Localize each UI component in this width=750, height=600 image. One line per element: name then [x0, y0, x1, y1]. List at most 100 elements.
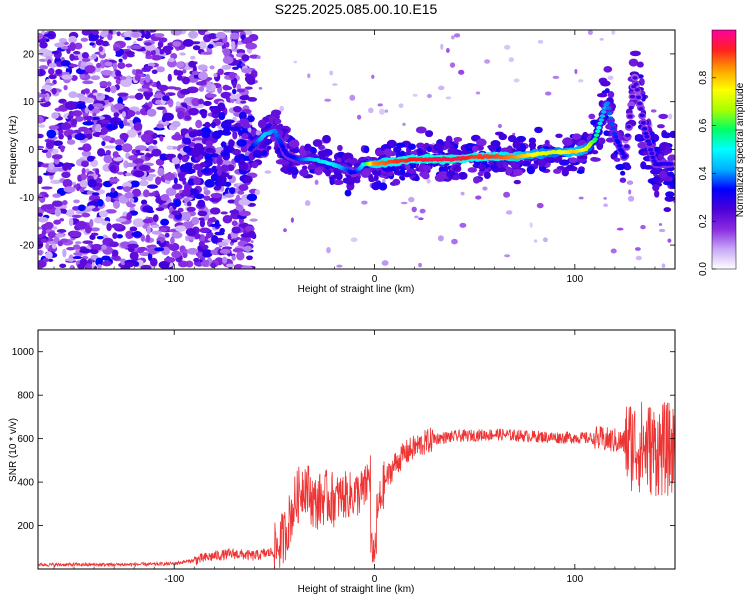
spectrogram-point — [52, 193, 61, 197]
spectrogram-point — [162, 116, 166, 123]
spectrogram-point — [187, 248, 198, 255]
spectrogram-point — [496, 147, 501, 152]
spectrogram-point — [115, 139, 125, 145]
spectrogram-x-axis-label: Height of straight line (km) — [298, 284, 415, 295]
colorbar-tick-label: 0.0 — [698, 262, 709, 276]
spectrogram-point — [590, 157, 598, 161]
spectrogram-point — [190, 56, 196, 60]
spectrogram-point — [55, 69, 62, 75]
spectrogram-point — [610, 122, 615, 126]
spectrogram-point — [210, 262, 216, 268]
spectrogram-point — [636, 256, 642, 261]
spectrogram-point — [80, 180, 89, 188]
spectrogram-point — [239, 211, 251, 217]
spectrogram-point — [537, 159, 546, 167]
spectrogram-point — [69, 54, 74, 61]
spectrogram-point — [638, 107, 643, 111]
spectrogram-point — [201, 52, 213, 55]
spectrogram-point — [105, 196, 110, 202]
spectrogram-point — [241, 68, 252, 73]
spectrogram-point — [133, 170, 144, 177]
spectrogram-point — [81, 161, 89, 167]
spectrogram-point — [613, 135, 618, 139]
spectrogram-point — [41, 186, 53, 189]
spectrogram-point — [182, 155, 189, 162]
spectrogram-point — [96, 63, 101, 68]
spectrogram-point — [608, 116, 613, 120]
spectrogram-point — [59, 38, 67, 43]
spectrogram-point — [506, 167, 512, 175]
spectrogram-point — [220, 249, 231, 254]
snr-y-tick-label: 200 — [17, 521, 34, 532]
spectrogram-point — [98, 199, 104, 206]
spectrogram-point — [73, 51, 80, 55]
spectrogram-point — [82, 58, 91, 62]
spectrogram-point — [36, 116, 44, 124]
spectrogram-point — [216, 32, 227, 39]
spectrogram-point — [179, 177, 187, 182]
spectrogram-point — [574, 69, 577, 74]
spectrogram-point — [171, 134, 183, 140]
spectrogram-point — [51, 112, 59, 119]
spectrogram-point — [405, 164, 411, 169]
spectrogram-point — [603, 130, 609, 136]
spectrogram-point — [112, 250, 118, 257]
spectrogram-point — [534, 127, 543, 133]
spectrogram-point — [637, 62, 644, 68]
spectrogram-point — [61, 74, 72, 79]
spectrogram-point — [650, 156, 655, 160]
spectrogram-point — [162, 95, 170, 101]
spectrogram-point — [418, 217, 424, 220]
spectrogram-point — [636, 96, 641, 100]
spectrogram-point — [187, 207, 196, 212]
spectrogram-point — [166, 146, 173, 150]
spectrogram-point — [145, 55, 153, 59]
spectrogram-point — [599, 118, 604, 122]
spectrogram-point — [215, 42, 224, 46]
snr-plot: -100 0 1002004006008001000 Height of strai… — [8, 330, 675, 595]
spectrogram-point — [117, 62, 125, 69]
spectrogram-point — [48, 162, 54, 170]
spectrogram-point — [313, 139, 323, 147]
spectrogram-point — [131, 45, 142, 50]
spectrogram-point — [110, 117, 119, 125]
spectrogram-point — [543, 237, 548, 242]
spectrogram-point — [39, 94, 48, 98]
spectrogram-point — [187, 236, 195, 239]
spectrogram-point — [103, 155, 112, 164]
spectrogram-point — [130, 180, 139, 187]
spectrogram-point — [88, 179, 97, 188]
spectrogram-point — [274, 134, 279, 138]
spectrogram-point — [641, 121, 646, 125]
spectrogram-point — [579, 197, 584, 200]
spectrogram-point — [160, 51, 164, 54]
snr-y-axis-label: SNR (10 * v/v) — [8, 418, 19, 482]
spectrogram-point — [62, 249, 66, 258]
spectrogram-point — [39, 124, 46, 127]
spectrogram-point — [69, 42, 76, 51]
spectrogram-point — [201, 111, 207, 118]
spectrogram-point — [104, 62, 112, 66]
spectrogram-point — [241, 133, 248, 139]
spectrogram-point — [222, 65, 232, 70]
spectrogram-point — [134, 122, 143, 131]
spectrogram-point — [647, 142, 652, 146]
spectrogram-point — [184, 115, 191, 120]
spectrogram-point — [101, 245, 107, 250]
spectrogram-point — [139, 180, 148, 186]
spectrogram-point — [484, 59, 490, 64]
spectrogram-point — [283, 228, 287, 232]
spectrogram-point — [629, 59, 639, 67]
spectrogram-point — [156, 124, 164, 129]
spectrogram-point — [357, 115, 361, 120]
spectrogram-point — [86, 263, 92, 272]
spectrogram-point — [183, 139, 191, 144]
spectrogram-point — [68, 91, 77, 98]
spectrogram-point — [315, 180, 319, 185]
spectrogram-point — [606, 106, 611, 110]
spectrogram-point — [223, 215, 233, 223]
spectrogram-point — [274, 119, 281, 124]
spectrogram-point — [186, 228, 197, 236]
spectrogram-y-tick-label: -20 — [20, 241, 35, 252]
spectrogram-point — [509, 57, 514, 62]
